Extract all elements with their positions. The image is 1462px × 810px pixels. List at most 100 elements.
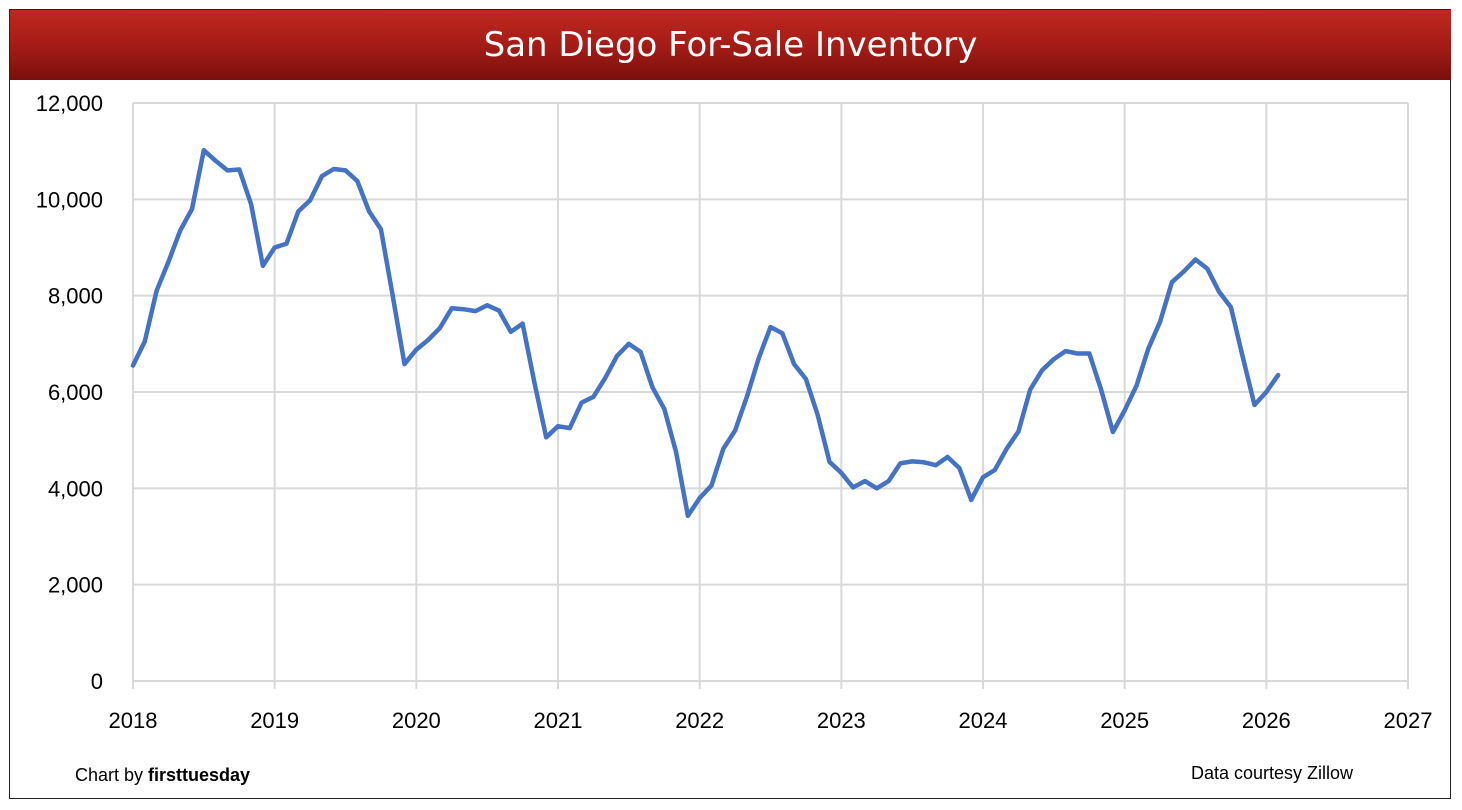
data-point [1193,257,1198,262]
data-point [1252,403,1257,408]
y-tick-label: 8,000 [48,284,103,309]
data-point [1134,383,1139,388]
data-point [378,227,383,232]
data-point [1240,354,1245,359]
gridlines [132,102,1409,689]
data-point [296,209,301,214]
data-point [792,362,797,367]
data-point [331,166,336,171]
data-point [343,168,348,173]
data-point [615,353,620,358]
data-point [1205,266,1210,271]
data-point [473,309,478,314]
y-tick-label: 2,000 [48,573,103,598]
data-point [520,321,525,326]
data-point [898,461,903,466]
x-tick-label: 2021 [534,708,583,733]
data-point [1122,408,1127,413]
data-point [862,479,867,484]
data-point [319,174,324,179]
data-point [1016,429,1021,434]
data-point [768,324,773,329]
data-point [166,259,171,264]
data-point [945,455,950,460]
data-point [650,385,655,390]
series-line [130,147,1281,519]
data-point [1075,351,1080,356]
data-point [827,459,832,464]
data-point [213,158,218,163]
data-point [933,463,938,468]
data-point [697,495,702,500]
data-point [638,350,643,355]
x-tick-label: 2022 [675,708,724,733]
data-point [154,288,159,293]
data-point [709,483,714,488]
data-point [733,428,738,433]
data-point [131,363,135,368]
data-point [1063,349,1068,354]
data-point [260,263,265,268]
x-tick-label: 2027 [1384,708,1433,733]
y-tick-label: 6,000 [48,380,103,405]
data-point [981,475,985,480]
data-point [839,470,844,475]
data-point [1146,346,1151,351]
y-tick-label: 0 [91,669,103,694]
x-tick-label: 2023 [817,708,866,733]
data-point [308,198,313,203]
y-tick-label: 12,000 [36,91,103,116]
y-axis-ticks: 0 2,000 4,000 6,000 8,000 10,000 12,000 [36,91,103,694]
data-source: Data courtesy Zillow [1191,763,1354,783]
data-point [921,460,926,465]
data-point [355,179,360,184]
credit-brand: firsttuesday [148,765,251,785]
data-point [874,486,879,491]
data-point [1040,368,1045,373]
data-point [367,209,372,214]
data-point [414,347,419,352]
data-point [1181,269,1186,274]
chart-frame [9,9,1451,799]
data-point [544,435,549,440]
data-point [662,406,667,411]
data-point [815,413,820,418]
y-tick-label: 10,000 [36,187,103,212]
data-point [1264,390,1269,394]
data-point [426,337,431,342]
data-point [567,426,572,431]
data-point [756,356,761,361]
data-point [390,293,395,298]
data-point [1217,289,1222,294]
data-point [1099,387,1104,392]
data-point [1169,280,1174,285]
data-point [591,394,596,399]
data-point [556,424,560,429]
data-point [437,325,442,330]
x-tick-label: 2020 [392,708,441,733]
data-point [851,485,856,490]
x-tick-label: 2026 [1242,708,1291,733]
data-point [957,466,962,471]
data-point [237,167,242,172]
data-point [249,202,254,207]
data-point [721,446,726,451]
data-point [603,376,608,381]
data-point [1158,319,1163,324]
data-point [1276,373,1281,378]
data-point [142,339,147,344]
x-tick-label: 2018 [109,708,158,733]
data-point [803,376,808,381]
data-point [272,245,277,250]
data-point [992,468,997,473]
data-point [1051,357,1056,362]
data-point [1228,305,1233,310]
y-tick-label: 4,000 [48,476,103,501]
credit-prefix: Chart by [75,765,149,785]
data-point [780,331,785,336]
chart-title: San Diego For-Sale Inventory [483,25,978,65]
title-bar: San Diego For-Sale Inventory [10,10,1451,80]
data-point [532,380,537,385]
data-point [178,228,183,233]
